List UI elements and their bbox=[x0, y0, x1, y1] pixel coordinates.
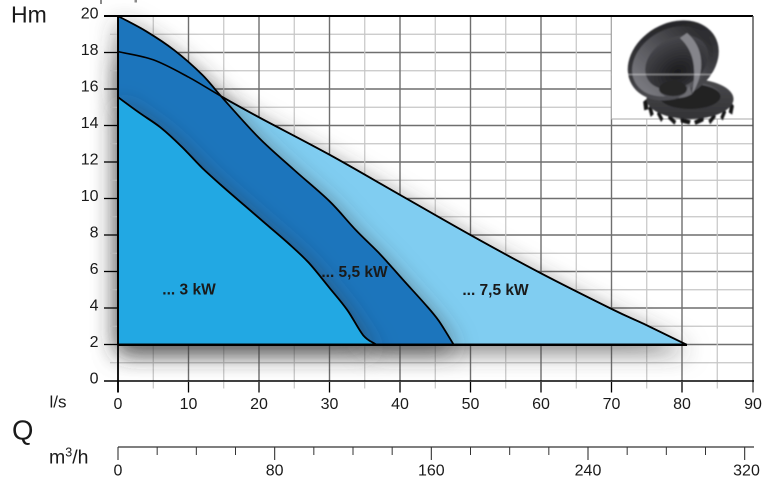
svg-text:80: 80 bbox=[266, 463, 284, 480]
svg-text:8: 8 bbox=[90, 225, 99, 242]
svg-text:0: 0 bbox=[114, 396, 123, 413]
svg-text:4: 4 bbox=[90, 298, 99, 315]
svg-text:10: 10 bbox=[81, 188, 99, 205]
svg-text:160: 160 bbox=[418, 463, 445, 480]
svg-text:60: 60 bbox=[532, 396, 550, 413]
svg-text:20: 20 bbox=[250, 396, 268, 413]
svg-text:320: 320 bbox=[733, 463, 760, 480]
svg-text:0: 0 bbox=[114, 463, 123, 480]
svg-text:240: 240 bbox=[575, 463, 602, 480]
svg-text:l/s: l/s bbox=[50, 393, 67, 412]
svg-text:20: 20 bbox=[81, 6, 99, 23]
svg-text:90: 90 bbox=[744, 396, 762, 413]
svg-text:m3/h: m3/h bbox=[49, 446, 88, 469]
svg-text:70: 70 bbox=[603, 396, 621, 413]
svg-text:18: 18 bbox=[81, 42, 99, 59]
svg-text:Hm: Hm bbox=[11, 2, 47, 28]
svg-text:... 7,5 kW: ... 7,5 kW bbox=[462, 282, 529, 299]
svg-text:40: 40 bbox=[391, 396, 409, 413]
svg-text:Q: Q bbox=[12, 415, 33, 446]
svg-text:14: 14 bbox=[81, 115, 99, 132]
svg-text:6: 6 bbox=[90, 261, 99, 278]
svg-text:... 5,5 kW: ... 5,5 kW bbox=[321, 264, 388, 281]
svg-text:30: 30 bbox=[321, 396, 339, 413]
svg-text:16: 16 bbox=[81, 79, 99, 96]
svg-text:12: 12 bbox=[81, 152, 99, 169]
svg-text:0: 0 bbox=[90, 371, 99, 388]
svg-text:2: 2 bbox=[90, 334, 99, 351]
svg-text:10: 10 bbox=[180, 396, 198, 413]
svg-text:50: 50 bbox=[462, 396, 480, 413]
svg-text:80: 80 bbox=[673, 396, 691, 413]
svg-text:... 3 kW: ... 3 kW bbox=[162, 282, 216, 299]
